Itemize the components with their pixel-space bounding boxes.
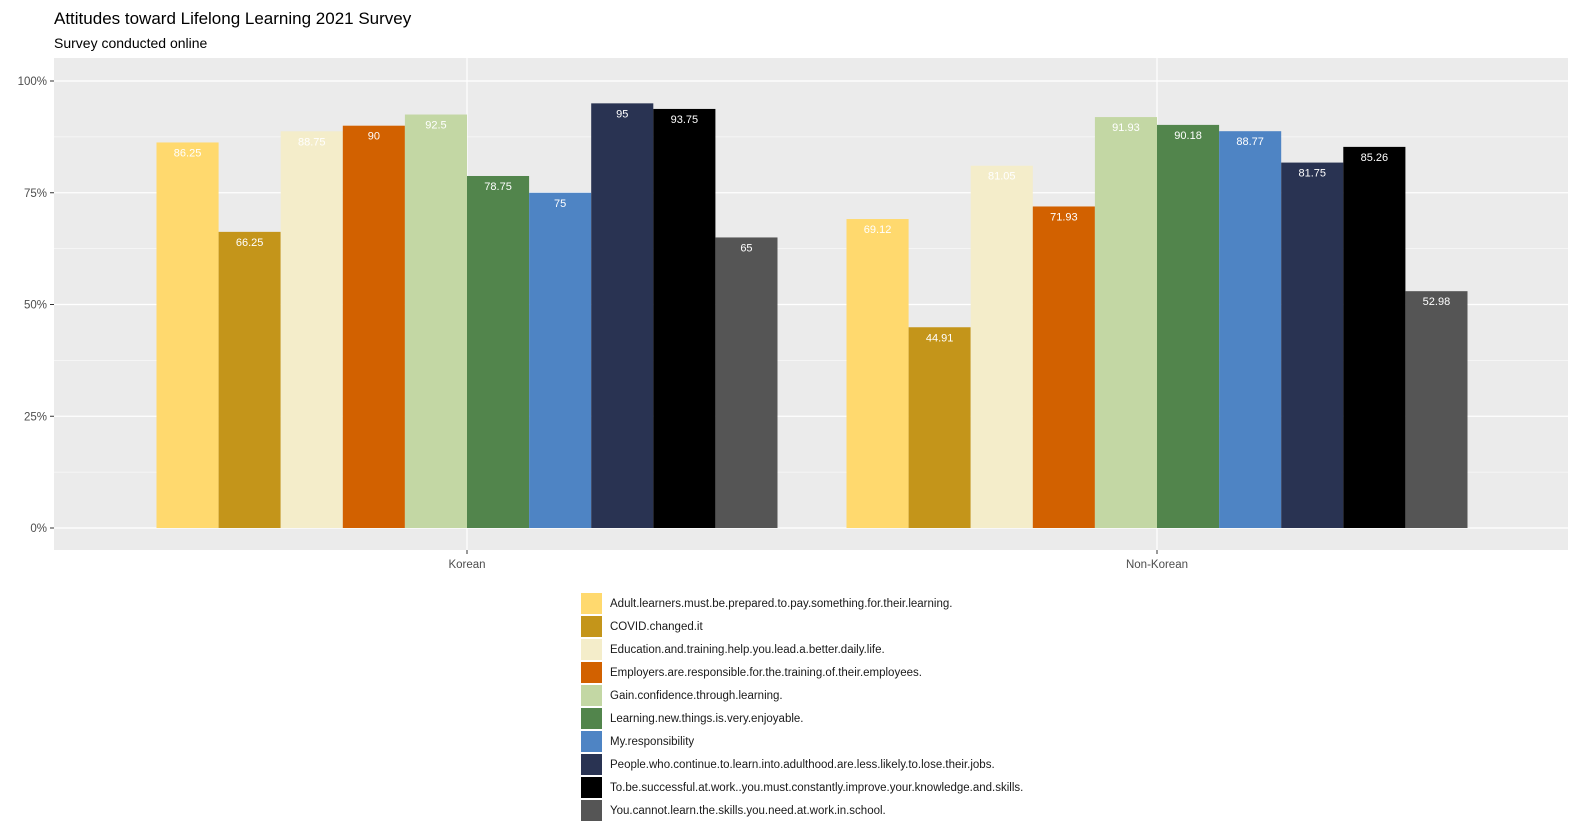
legend-item: Adult.learners.must.be.prepared.to.pay.s… xyxy=(581,592,1023,615)
y-tick-label: 100% xyxy=(18,76,47,88)
bar-value-label: 81.05 xyxy=(988,171,1016,183)
bar-value-label: 78.75 xyxy=(484,181,512,193)
bar xyxy=(156,142,219,528)
chart-title: Attitudes toward Lifelong Learning 2021 … xyxy=(54,9,412,28)
bar xyxy=(1343,146,1406,528)
legend-color-key xyxy=(581,754,602,775)
x-axis: Korean Non-Korean xyxy=(448,550,1188,571)
bar xyxy=(467,175,530,529)
legend-color-key xyxy=(581,777,602,798)
legend-item: Gain.confidence.through.learning. xyxy=(581,684,1023,707)
x-tick-label: Korean xyxy=(448,559,485,571)
legend-label: You.cannot.learn.the.skills.you.need.at.… xyxy=(610,804,886,817)
bar xyxy=(715,237,778,528)
bar xyxy=(653,108,716,528)
bar xyxy=(218,231,281,529)
legend-label: Education.and.training.help.you.lead.a.b… xyxy=(610,643,885,656)
bar-value-labels: 86.25 66.25 88.75 90 92.5 78.75 75 95 93.75 65 69.… xyxy=(174,108,1450,344)
legend-color-key xyxy=(581,731,602,752)
legend-item: Employers.are.responsible.for.the.traini… xyxy=(581,661,1023,684)
bar-value-label: 66.25 xyxy=(236,237,264,249)
legend: Adult.learners.must.be.prepared.to.pay.s… xyxy=(581,592,1023,822)
legend-color-key xyxy=(581,593,602,614)
bar xyxy=(846,219,909,528)
bar xyxy=(404,114,467,529)
bar xyxy=(908,327,971,528)
y-tick-label: 25% xyxy=(24,411,47,423)
bar-value-label: 90.18 xyxy=(1174,130,1202,142)
bar xyxy=(1219,131,1282,528)
bar xyxy=(280,131,343,528)
bar-value-label: 71.93 xyxy=(1050,211,1078,223)
legend-color-key xyxy=(581,616,602,637)
bar xyxy=(591,103,654,528)
bar xyxy=(1405,291,1468,528)
legend-item: Learning.new.things.is.very.enjoyable. xyxy=(581,707,1023,730)
bar-value-label: 88.77 xyxy=(1236,136,1264,148)
legend-item: You.cannot.learn.the.skills.you.need.at.… xyxy=(581,799,1023,822)
y-tick-label: 75% xyxy=(24,188,47,200)
bar-chart: 86.25 66.25 88.75 90 92.5 78.75 75 95 93.75 65 69.… xyxy=(18,58,1568,571)
bar-value-label: 90 xyxy=(368,131,380,143)
legend-label: To.be.successful.at.work..you.must.const… xyxy=(610,781,1024,794)
legend-label: People.who.continue.to.learn.into.adulth… xyxy=(610,758,995,771)
bar-value-label: 88.75 xyxy=(298,136,326,148)
bar-value-label: 85.26 xyxy=(1361,152,1389,164)
legend-label: Adult.learners.must.be.prepared.to.pay.s… xyxy=(610,597,953,610)
bar-value-label: 69.12 xyxy=(864,224,892,236)
legend-color-key xyxy=(581,685,602,706)
chart-subtitle: Survey conducted online xyxy=(54,35,208,51)
legend-item: People.who.continue.to.learn.into.adulth… xyxy=(581,753,1023,776)
bar xyxy=(1094,117,1157,528)
y-axis: 0% 25% 50% 75% 100% xyxy=(18,76,54,535)
bar-value-label: 52.98 xyxy=(1423,296,1451,308)
bar-value-label: 86.25 xyxy=(174,147,202,159)
legend-color-key xyxy=(581,708,602,729)
bar-value-label: 92.5 xyxy=(425,120,446,132)
legend-item: My.responsibility xyxy=(581,730,1023,753)
bar-value-label: 95 xyxy=(616,108,628,120)
legend-color-key xyxy=(581,662,602,683)
bar xyxy=(342,125,405,528)
bars xyxy=(156,103,1468,529)
bar-value-label: 44.91 xyxy=(926,332,954,344)
bar-value-label: 81.75 xyxy=(1298,168,1326,180)
bar-value-label: 65 xyxy=(740,242,752,254)
bar xyxy=(1281,162,1344,528)
legend-label: My.responsibility xyxy=(610,735,695,748)
legend-label: Employers.are.responsible.for.the.traini… xyxy=(610,666,922,679)
legend-item: COVID.changed.it xyxy=(581,615,1023,638)
bar-value-label: 93.75 xyxy=(671,114,699,126)
legend-item: Education.and.training.help.you.lead.a.b… xyxy=(581,638,1023,661)
y-tick-label: 0% xyxy=(30,523,47,535)
bar xyxy=(970,165,1033,529)
bar-value-label: 91.93 xyxy=(1112,122,1140,134)
legend-label: COVID.changed.it xyxy=(610,620,703,633)
legend-color-key xyxy=(581,800,602,821)
y-tick-label: 50% xyxy=(24,300,47,312)
legend-color-key xyxy=(581,639,602,660)
x-tick-label: Non-Korean xyxy=(1126,559,1188,571)
legend-item: To.be.successful.at.work..you.must.const… xyxy=(581,776,1023,799)
bar xyxy=(1157,124,1220,529)
bar xyxy=(529,192,592,528)
legend-label: Learning.new.things.is.very.enjoyable. xyxy=(610,712,804,725)
legend-label: Gain.confidence.through.learning. xyxy=(610,689,783,702)
bar xyxy=(1032,206,1095,528)
bar-value-label: 75 xyxy=(554,198,566,210)
